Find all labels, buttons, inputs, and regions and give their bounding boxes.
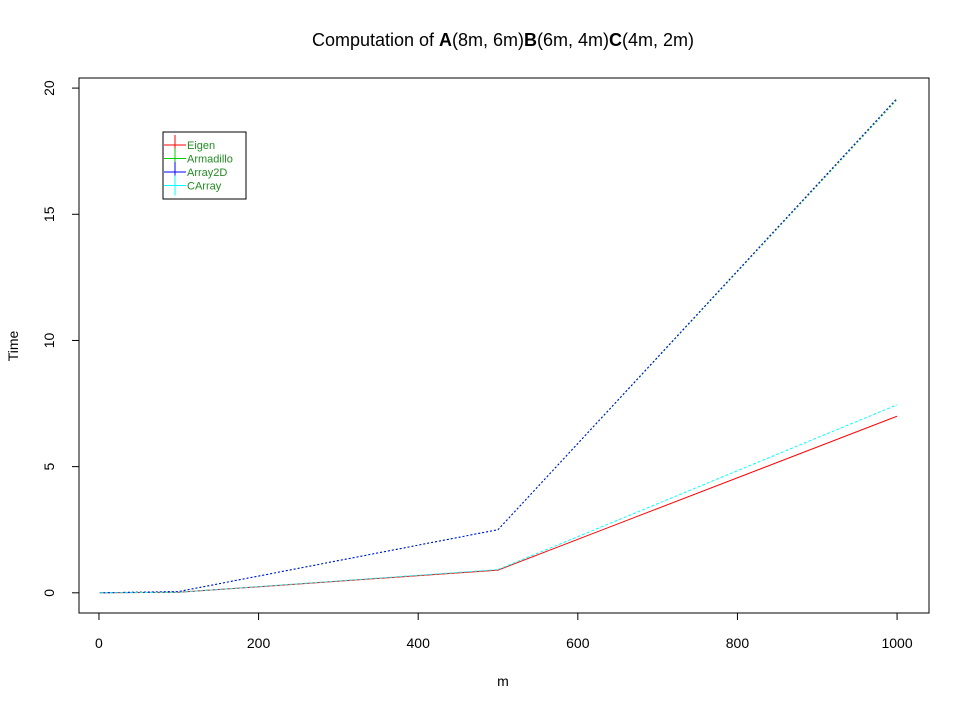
legend-box [162, 131, 247, 200]
y-tick-label: 15 [41, 206, 57, 222]
y-tick-label: 20 [41, 80, 57, 96]
series-layer [99, 97, 898, 594]
series-line-eigen [99, 415, 898, 594]
legend-label: Eigen [187, 140, 215, 152]
x-axis-label: m [497, 673, 509, 689]
y-tick-label: 0 [41, 589, 57, 597]
title-part: (8m, 6m) [452, 30, 524, 50]
y-tick-label: 5 [41, 463, 57, 471]
title-part: (6m, 4m) [537, 30, 609, 50]
x-tick-label: 600 [566, 635, 590, 651]
chart-title: Computation of A(8m, 6m)B(6m, 4m)C(4m, 2… [312, 30, 694, 50]
x-axis: 0 200 400 600 800 1000 [95, 612, 913, 651]
title-part: A [439, 30, 452, 50]
x-tick-label: 200 [247, 635, 271, 651]
title-part: (4m, 2m) [622, 30, 694, 50]
title-part: Computation of [312, 30, 439, 50]
x-tick-label: 1000 [881, 635, 912, 651]
title-part: B [524, 30, 537, 50]
series-line-array2d [99, 97, 898, 594]
y-tick-label: 10 [41, 332, 57, 348]
legend-label: CArray [187, 181, 222, 193]
legend-label: Armadillo [187, 154, 233, 166]
x-tick-label: 400 [407, 635, 431, 651]
legend-label: Array2D [187, 167, 227, 179]
y-axis-label: Time [5, 330, 21, 361]
x-tick-label: 0 [95, 635, 103, 651]
series-line-carray [99, 404, 898, 594]
y-axis: 0 5 10 15 20 [41, 80, 80, 597]
title-part: C [609, 30, 622, 50]
x-tick-label: 800 [726, 635, 750, 651]
